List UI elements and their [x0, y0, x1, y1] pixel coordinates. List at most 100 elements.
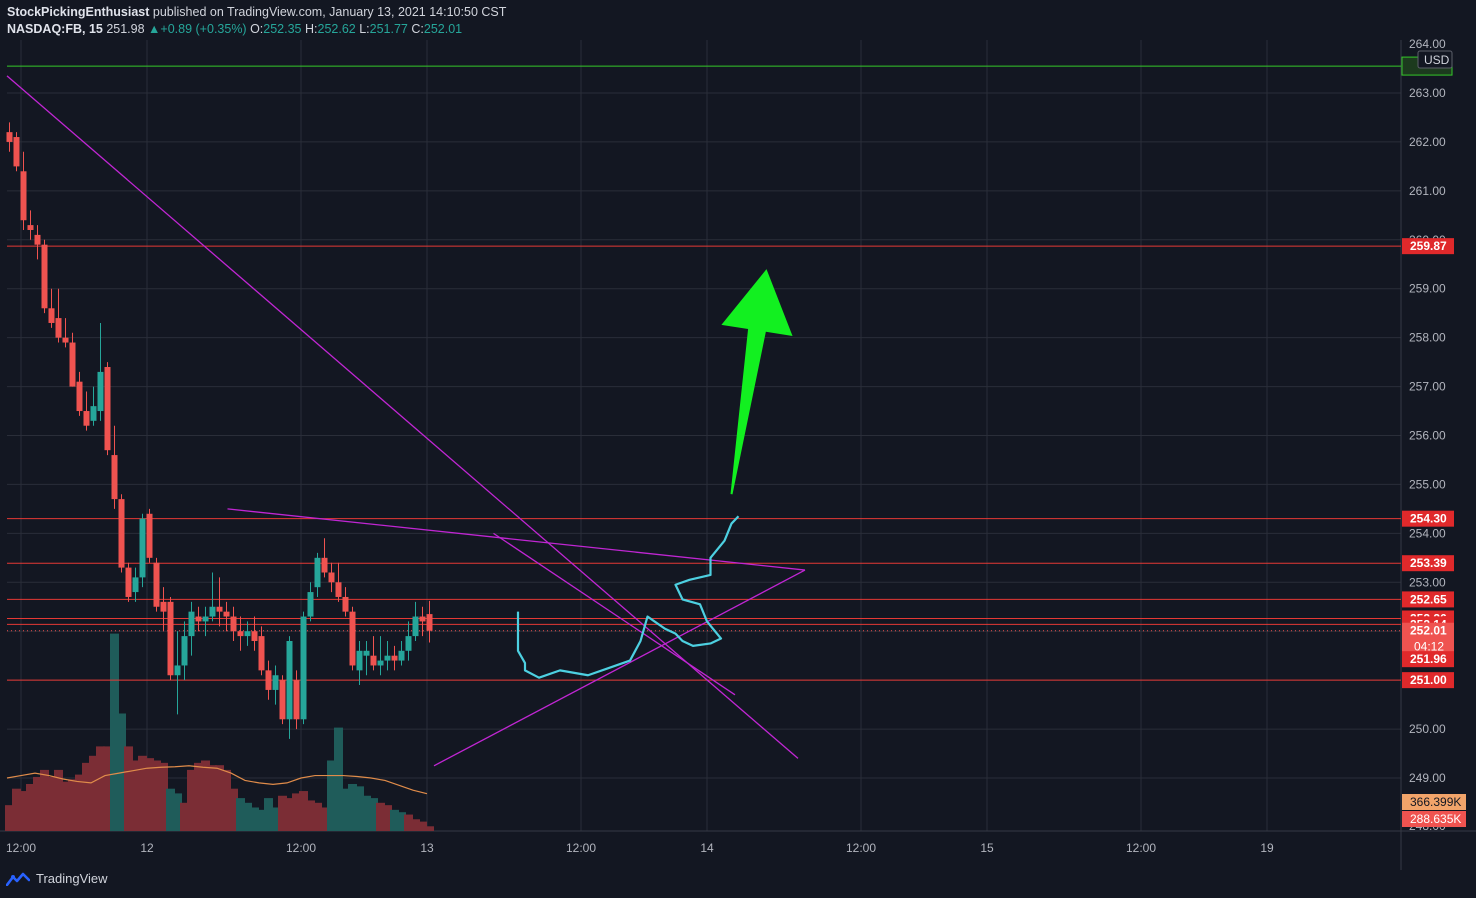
volume-bar — [229, 788, 238, 831]
author-name[interactable]: StockPickingEnthusiast — [7, 5, 150, 19]
candle-body — [55, 318, 62, 338]
candle-body — [342, 596, 349, 612]
published-text: published on TradingView.com, January 13… — [152, 5, 507, 19]
volume-bar — [271, 807, 280, 831]
time-tick-label: 13 — [420, 841, 434, 855]
volume-bar — [152, 760, 161, 831]
price-level-tag-text: 254.30 — [1410, 512, 1447, 526]
volume-bar — [33, 776, 42, 831]
candle-body — [48, 308, 55, 323]
price-tick-label: 259.00 — [1409, 282, 1446, 296]
publish-info: StockPickingEnthusiast published on Trad… — [7, 4, 506, 21]
time-tick-label: 12:00 — [1126, 841, 1156, 855]
currency-badge[interactable] — [1417, 50, 1453, 69]
candle-body — [405, 636, 412, 651]
ohlc-legend: NASDAQ:FB, 15 251.98 ▲+0.89 (+0.35%) O:2… — [7, 21, 506, 38]
candle-body — [6, 132, 13, 142]
trendline[interactable] — [6, 75, 799, 759]
volume-bar — [5, 805, 14, 831]
brand-name: TradingView — [36, 871, 108, 886]
candle-body — [300, 616, 307, 720]
volume-bar — [327, 760, 336, 831]
up-arrow-annotation[interactable] — [721, 269, 793, 495]
candle-body — [377, 660, 384, 666]
hand-drawn-path[interactable] — [516, 515, 740, 679]
volume-bar — [299, 791, 308, 831]
volume-bar — [54, 769, 63, 831]
candle-body — [132, 577, 139, 593]
volume-bar — [404, 814, 413, 831]
price-level-tag — [1402, 651, 1454, 668]
candle-body — [41, 244, 48, 309]
price-tick-label: 264.00 — [1409, 37, 1446, 51]
volume-bar — [425, 826, 434, 831]
candle-body — [209, 606, 216, 617]
change-up-icon: ▲ — [148, 22, 161, 36]
volume-bar — [166, 788, 175, 831]
candle-body — [181, 636, 188, 666]
candle-body — [230, 616, 237, 632]
close-value: 252.01 — [423, 22, 463, 36]
price-level-tag — [1402, 555, 1454, 572]
candle-body — [286, 641, 293, 720]
time-tick-label: 12:00 — [566, 841, 596, 855]
currency-label: USD — [1424, 53, 1450, 67]
volume-bar — [243, 802, 252, 831]
symbol-label[interactable]: NASDAQ:FB, 15 — [7, 22, 103, 36]
price-level-tag — [1402, 591, 1454, 608]
volume-bar — [180, 802, 189, 831]
price-tick-label: 261.00 — [1409, 184, 1446, 198]
time-tick-label: 15 — [980, 841, 994, 855]
time-tick-label: 12:00 — [6, 841, 36, 855]
volume-bar — [159, 762, 168, 831]
candle-body — [167, 601, 174, 676]
volume-bar — [110, 633, 119, 831]
volume-bar — [264, 798, 273, 831]
price-level-tag — [1402, 672, 1454, 689]
trendline[interactable] — [227, 508, 806, 571]
open-value: 252.35 — [263, 22, 302, 36]
trendline[interactable] — [433, 569, 806, 767]
trendline[interactable] — [493, 532, 736, 696]
volume-bar — [19, 791, 28, 831]
candle-body — [412, 616, 419, 637]
volume-bar — [138, 755, 147, 831]
candle-body — [20, 171, 27, 221]
price-tick-label: 254.00 — [1409, 526, 1446, 540]
volume-bar — [75, 774, 84, 831]
footer-brand[interactable]: TradingView — [6, 871, 108, 886]
candle-body — [314, 557, 321, 588]
candle-body — [97, 371, 104, 412]
volume-bar — [257, 809, 266, 831]
volume-bar — [208, 765, 217, 831]
candle-body — [321, 557, 328, 573]
candle-body — [34, 234, 41, 245]
price-level-tag-text: 252.65 — [1410, 592, 1447, 606]
candle-body — [363, 650, 370, 656]
time-tick-label: 19 — [1260, 841, 1274, 855]
volume-bar — [362, 795, 371, 831]
volume-bar — [411, 819, 420, 831]
volume-bar — [131, 760, 140, 831]
price-tick-label: 250.00 — [1409, 722, 1446, 736]
candle-body — [118, 499, 125, 568]
volume-bar — [250, 807, 259, 831]
volume-bar — [320, 807, 329, 831]
volume-bar — [68, 779, 77, 831]
chart-header: StockPickingEnthusiast published on Trad… — [7, 4, 506, 38]
volume-bar — [341, 788, 350, 831]
candle-body — [384, 655, 391, 661]
volume-bar — [40, 769, 49, 831]
high-label: H: — [305, 22, 318, 36]
volume-bar — [383, 805, 392, 831]
candle-body — [398, 650, 405, 661]
candle-body — [174, 665, 181, 676]
volume-bar — [47, 776, 56, 831]
price-tick-label: 263.00 — [1409, 86, 1446, 100]
candle-body — [370, 655, 377, 666]
candle-body — [244, 631, 251, 637]
price-level-tag-text: 251.00 — [1410, 673, 1447, 687]
candle-body — [90, 406, 97, 421]
price-tick-label: 256.00 — [1409, 429, 1446, 443]
